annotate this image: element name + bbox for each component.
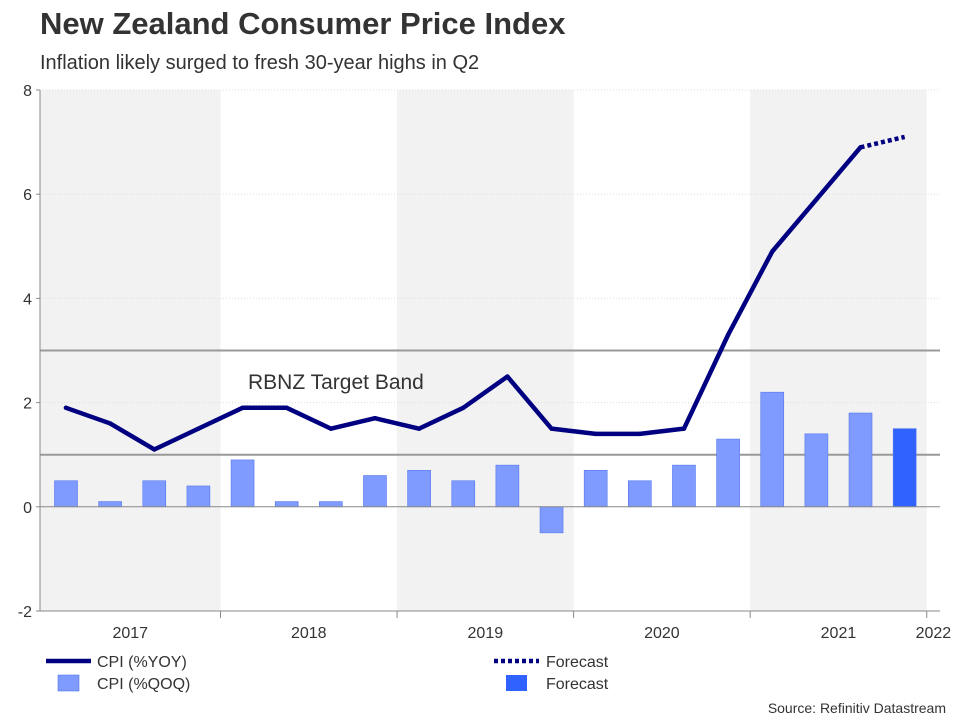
yoy-point-2021Q1 xyxy=(770,249,775,254)
legend-label-3: Forecast xyxy=(546,676,609,693)
qoq-bar-2017Q1 xyxy=(54,480,78,508)
x-tick-label-2017: 2017 xyxy=(112,625,148,642)
target-band-label: RBNZ Target Band xyxy=(248,371,424,394)
qoq-bar-2018Q2 xyxy=(274,501,299,508)
yoy-point-2020Q1 xyxy=(593,431,598,437)
x-tick-label-2020: 2020 xyxy=(644,625,680,642)
qoq-bar-2020Q3 xyxy=(672,464,696,508)
yoy-point-2018Q2 xyxy=(284,405,289,411)
yoy-point-2018Q3 xyxy=(328,426,334,431)
qoq-bar-2019Q1 xyxy=(407,470,431,508)
x-tick-label-2022: 2022 xyxy=(916,625,952,642)
axes: -2 0 2 4 6 8 2017 2018 2019 2020 2021 2022 xyxy=(18,83,951,642)
legend: CPI (%YOY) Forecast CPI (%QOQ) Forecast xyxy=(46,654,609,693)
yoy-point-2018Q4 xyxy=(372,416,378,421)
legend-label-0: CPI (%YOY) xyxy=(97,654,187,671)
target-band: RBNZ Target Band xyxy=(40,349,940,456)
qoq-bar-2019Q4 xyxy=(539,506,564,534)
legend-swatch-qoq xyxy=(57,674,80,692)
qoq-bar-2020Q4 xyxy=(716,438,740,508)
qoq-bar-2017Q2 xyxy=(98,501,122,508)
qoq-bar-2018Q1 xyxy=(230,459,255,508)
y-tick-label-2: 2 xyxy=(23,396,32,413)
legend-swatch-qoq-forecast xyxy=(506,675,527,691)
qoq-bar-2021Q1 xyxy=(760,391,785,508)
chart-subtitle: Inflation likely surged to fresh 30-year… xyxy=(40,52,480,74)
yoy-point-2020Q4 xyxy=(725,332,731,338)
y-tick-label-8: 8 xyxy=(23,83,32,100)
qoq-bar-2020Q1 xyxy=(583,470,608,508)
yoy-point-2019Q4 xyxy=(549,426,554,431)
yoy-point-2017Q2 xyxy=(107,421,113,426)
qoq-bar-2021Q3 xyxy=(848,412,873,508)
yoy-lines xyxy=(63,134,906,452)
qoq-bar-2019Q3 xyxy=(495,464,520,508)
yoy-point-2017Q3 xyxy=(152,447,157,452)
x-tick-label-2018: 2018 xyxy=(291,625,327,642)
yoy-point-2019Q3 xyxy=(505,374,510,379)
yoy-point-2019Q1 xyxy=(416,426,422,431)
x-tick-label-2021: 2021 xyxy=(821,625,857,642)
yoy-forecast-line xyxy=(860,134,906,150)
yoy-point-2017Q4 xyxy=(196,426,201,431)
legend-label-2: CPI (%QOQ) xyxy=(97,676,190,693)
legend-label-1: Forecast xyxy=(546,654,609,671)
gridlines xyxy=(40,89,940,404)
qoq-bar-2020Q2 xyxy=(628,480,652,508)
yoy-point-2018Q1 xyxy=(240,405,245,411)
y-tick-label-6: 6 xyxy=(23,187,32,204)
qoq-bar-2018Q3 xyxy=(319,501,343,508)
qoq-bars xyxy=(54,391,917,534)
qoq-bar-2017Q3 xyxy=(142,480,167,508)
source-note: Source: Refinitiv Datastream xyxy=(767,700,946,716)
yoy-point-2017Q1 xyxy=(63,405,69,411)
yoy-point-2021Q2 xyxy=(814,197,819,202)
x-tick-label-2019: 2019 xyxy=(468,625,504,642)
yoy-point-2019Q2 xyxy=(461,405,466,411)
yoy-point-2020Q2 xyxy=(637,431,643,437)
y-tick-label-0: 0 xyxy=(23,500,32,517)
qoq-bar-2017Q4 xyxy=(186,485,211,508)
qoq-bar-2021Q2 xyxy=(804,433,829,508)
qoq-bar-2018Q4 xyxy=(363,475,387,508)
qoq-bar-2019Q2 xyxy=(451,480,476,508)
y-tick-label-4: 4 xyxy=(23,291,32,308)
chart-title: New Zealand Consumer Price Index xyxy=(40,6,566,41)
y-tick-label--2: -2 xyxy=(18,604,32,621)
yoy-point-2020Q3 xyxy=(681,426,687,431)
qoq-forecast-bar-2021Q4 xyxy=(892,428,917,508)
